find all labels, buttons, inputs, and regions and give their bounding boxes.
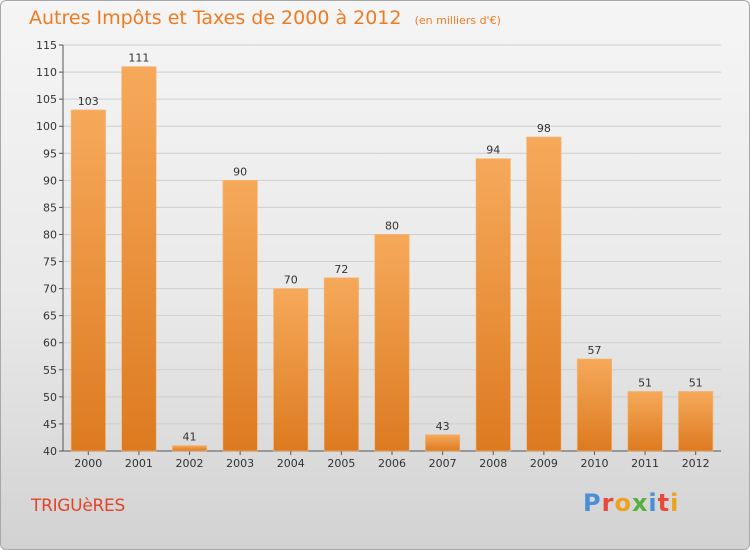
y-tick-label: 45	[43, 418, 57, 431]
bar-2011	[627, 391, 663, 452]
y-tick-label: 90	[43, 174, 57, 187]
x-tick-labels: 2000 2001 2002 2003 2004 2005 2006 2007 2008 2009…	[74, 457, 709, 470]
value-label-2004: 70	[284, 274, 298, 287]
value-label-2012: 51	[689, 376, 703, 389]
logo-letter: i	[648, 489, 658, 517]
x-tick-label-2012: 2012	[682, 457, 710, 470]
y-tick-label: 60	[43, 337, 57, 350]
x-tick-label-2006: 2006	[378, 457, 406, 470]
y-tick-label: 75	[43, 256, 57, 269]
logo-letter: o	[614, 489, 632, 517]
bar-2009	[526, 136, 562, 452]
value-labels: 103 111 41 90 70 72 80 43 94 98 57 51 51	[78, 52, 703, 444]
x-tick-label-2005: 2005	[327, 457, 355, 470]
unit-text: (en milliers d'€)	[414, 14, 501, 27]
bar-2012	[678, 391, 714, 452]
value-label-2002: 41	[183, 431, 197, 444]
bars	[70, 66, 714, 452]
logo-letter: r	[601, 489, 615, 517]
bar-2005	[323, 277, 359, 452]
x-tick-label-2002: 2002	[176, 457, 204, 470]
logo-letter: t	[657, 489, 671, 517]
bar-2004	[273, 288, 309, 452]
value-label-2000: 103	[78, 95, 99, 108]
bar-2003	[222, 180, 258, 452]
value-label-2008: 94	[486, 144, 500, 157]
y-tick-label: 110	[36, 66, 57, 79]
x-tick-label-2008: 2008	[479, 457, 507, 470]
y-tick-label: 40	[43, 445, 57, 458]
y-tick-label: 95	[43, 147, 57, 160]
y-tick-label: 115	[36, 39, 57, 52]
bar-2002	[172, 445, 208, 452]
value-label-2007: 43	[436, 420, 450, 433]
bar-2006	[374, 234, 410, 452]
y-tick-label: 85	[43, 201, 57, 214]
value-label-2005: 72	[334, 263, 348, 276]
bar-2000	[70, 109, 106, 452]
y-tick-label: 70	[43, 283, 57, 296]
bar-2010	[576, 358, 612, 452]
value-label-2001: 111	[128, 52, 149, 65]
x-tick-label-2004: 2004	[277, 457, 305, 470]
bar-2008	[475, 158, 511, 452]
x-tick-label-2010: 2010	[580, 457, 608, 470]
y-tick-labels: 40 45 50 55 60 65 70 75 80 85 90 95 100 105 110 115	[36, 39, 57, 458]
y-tick-label: 50	[43, 391, 57, 404]
logo-letter: P	[583, 489, 602, 517]
logo-letter: i	[670, 489, 680, 517]
title-text: Autres Impôts et Taxes de 2000 à 2012	[29, 7, 402, 29]
value-label-2010: 57	[587, 344, 601, 357]
logo-letter: x	[631, 489, 649, 517]
y-tick-label: 100	[36, 120, 57, 133]
value-label-2006: 80	[385, 219, 399, 232]
x-tick-label-2001: 2001	[125, 457, 153, 470]
x-tick-label-2007: 2007	[429, 457, 457, 470]
value-label-2009: 98	[537, 122, 551, 135]
x-tick-label-2011: 2011	[631, 457, 659, 470]
chart-title: Autres Impôts et Taxes de 2000 à 2012 (e…	[29, 7, 501, 29]
x-tick-label-2009: 2009	[530, 457, 558, 470]
town-name: TRIGUèRES	[31, 496, 125, 516]
y-tick-label: 105	[36, 93, 57, 106]
value-label-2003: 90	[233, 165, 247, 178]
value-label-2011: 51	[638, 376, 652, 389]
proxiti-logo: Proxiti	[583, 489, 679, 517]
bar-2007	[425, 434, 461, 452]
y-tick-label: 55	[43, 364, 57, 377]
y-tick-label: 65	[43, 310, 57, 323]
y-tick-label: 80	[43, 228, 57, 241]
bar-2001	[121, 66, 157, 452]
x-tick-label-2000: 2000	[74, 457, 102, 470]
x-tick-label-2003: 2003	[226, 457, 254, 470]
